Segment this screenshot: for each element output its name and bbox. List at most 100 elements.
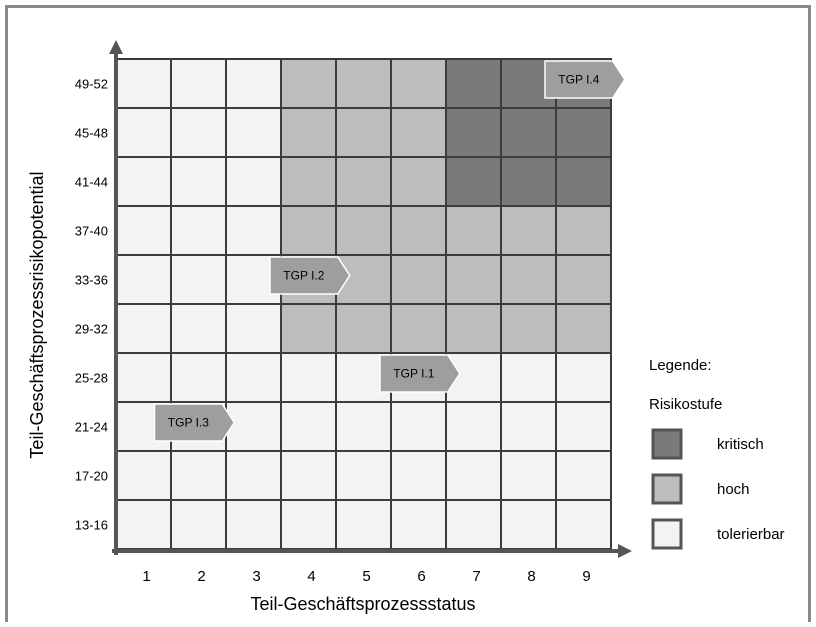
matrix-cell-tolerierbar — [115, 58, 172, 109]
matrix-cell-hoch — [335, 58, 392, 109]
y-tick-label: 17-20 — [75, 469, 108, 484]
process-label: TGP I.2 — [283, 269, 324, 283]
matrix-cell-hoch — [390, 205, 447, 256]
matrix-cell-hoch — [390, 254, 447, 305]
matrix-cell-tolerierbar — [335, 450, 392, 501]
matrix-cell-tolerierbar — [555, 401, 612, 452]
legend-label-hoch: hoch — [717, 481, 750, 498]
matrix-cell-tolerierbar — [500, 401, 557, 452]
matrix-cell-tolerierbar — [225, 58, 282, 109]
matrix-cell-hoch — [555, 303, 612, 354]
matrix-cell-tolerierbar — [500, 450, 557, 501]
matrix-cell-tolerierbar — [445, 450, 502, 501]
process-label: TGP I.3 — [168, 416, 209, 430]
matrix-cell-tolerierbar — [500, 352, 557, 403]
y-tick-label: 41-44 — [75, 175, 108, 190]
matrix-cell-tolerierbar — [555, 352, 612, 403]
y-tick-labels: 13-16 17-20 21-24 25-28 29-32 33-36 37-40 41-44… — [75, 77, 108, 533]
matrix-cell-tolerierbar — [170, 205, 227, 256]
process-label: TGP I.1 — [393, 367, 434, 381]
matrix-cell-tolerierbar — [280, 499, 337, 550]
y-tick-label: 29-32 — [75, 322, 108, 337]
legend-swatch-hoch — [651, 473, 683, 505]
matrix-cell-tolerierbar — [115, 107, 172, 158]
matrix-cell-tolerierbar — [390, 499, 447, 550]
matrix-cell-tolerierbar — [555, 499, 612, 550]
matrix-cell-tolerierbar — [390, 450, 447, 501]
matrix-cell-hoch — [280, 205, 337, 256]
matrix-cell-tolerierbar — [335, 401, 392, 452]
process-label: TGP I.4 — [558, 73, 599, 87]
matrix-cell-hoch — [335, 156, 392, 207]
matrix-cell-hoch — [335, 107, 392, 158]
matrix-cells — [115, 58, 612, 550]
matrix-cell-hoch — [390, 156, 447, 207]
matrix-cell-tolerierbar — [225, 401, 282, 452]
matrix-cell-tolerierbar — [115, 254, 172, 305]
x-tick-label: 6 — [417, 568, 425, 585]
matrix-cell-hoch — [280, 107, 337, 158]
matrix-cell-hoch — [500, 303, 557, 354]
matrix-cell-tolerierbar — [170, 450, 227, 501]
process-arrow — [269, 256, 351, 295]
matrix-cell-hoch — [390, 303, 447, 354]
x-tick-label: 4 — [307, 568, 315, 585]
matrix-cell-tolerierbar — [500, 499, 557, 550]
matrix-cell-kritisch — [555, 107, 612, 158]
matrix-cell-tolerierbar — [170, 254, 227, 305]
matrix-cell-hoch — [390, 107, 447, 158]
y-tick-label: 13-16 — [75, 518, 108, 533]
matrix-cell-kritisch — [445, 156, 502, 207]
y-tick-label: 25-28 — [75, 371, 108, 386]
matrix-cell-tolerierbar — [115, 303, 172, 354]
x-axis-label: Teil-Geschäftsprozessstatus — [250, 594, 475, 614]
matrix-cell-tolerierbar — [225, 352, 282, 403]
matrix-cell-tolerierbar — [445, 401, 502, 452]
matrix-cell-tolerierbar — [170, 107, 227, 158]
matrix-cell-tolerierbar — [115, 205, 172, 256]
matrix-cell-hoch — [335, 205, 392, 256]
matrix-cell-hoch — [555, 254, 612, 305]
matrix-cell-tolerierbar — [115, 450, 172, 501]
x-tick-labels: 1 2 3 4 5 6 7 8 9 — [142, 568, 590, 585]
x-tick-label: 9 — [582, 568, 590, 585]
legend-swatch-tolerierbar — [651, 518, 683, 550]
matrix-cell-hoch — [555, 205, 612, 256]
y-axis-arrow — [109, 40, 123, 54]
x-tick-label: 7 — [472, 568, 480, 585]
process-arrow — [379, 354, 461, 393]
process-arrow — [544, 60, 626, 99]
matrix-cell-hoch — [500, 205, 557, 256]
matrix-cell-tolerierbar — [225, 156, 282, 207]
x-tick-label: 5 — [362, 568, 370, 585]
x-tick-label: 8 — [527, 568, 535, 585]
y-tick-label: 21-24 — [75, 420, 108, 435]
matrix-cell-tolerierbar — [170, 58, 227, 109]
matrix-cell-hoch — [500, 254, 557, 305]
process-markers: TGP I.4 TGP I.2 TGP I.1 TGP I.3 — [153, 60, 626, 442]
matrix-cell-tolerierbar — [280, 352, 337, 403]
y-tick-label: 37-40 — [75, 224, 108, 239]
x-tick-label: 2 — [197, 568, 205, 585]
matrix-cell-tolerierbar — [170, 499, 227, 550]
legend-title: Legende: — [649, 357, 712, 374]
matrix-cell-tolerierbar — [225, 303, 282, 354]
matrix-cell-tolerierbar — [115, 499, 172, 550]
y-tick-label: 49-52 — [75, 77, 108, 92]
legend-label-kritisch: kritisch — [717, 436, 764, 453]
matrix-cell-kritisch — [445, 107, 502, 158]
matrix-cell-tolerierbar — [115, 156, 172, 207]
matrix-cell-tolerierbar — [280, 401, 337, 452]
matrix-cell-tolerierbar — [170, 156, 227, 207]
matrix-cell-tolerierbar — [390, 401, 447, 452]
x-tick-label: 3 — [252, 568, 260, 585]
matrix-cell-tolerierbar — [225, 107, 282, 158]
matrix-cell-tolerierbar — [225, 450, 282, 501]
matrix-cell-tolerierbar — [170, 303, 227, 354]
legend: Legende: Risikostufe kritisch hoch tolerie… — [649, 357, 785, 550]
process-arrow — [153, 403, 236, 442]
matrix-cell-hoch — [445, 205, 502, 256]
legend-swatch-kritisch — [651, 428, 683, 460]
